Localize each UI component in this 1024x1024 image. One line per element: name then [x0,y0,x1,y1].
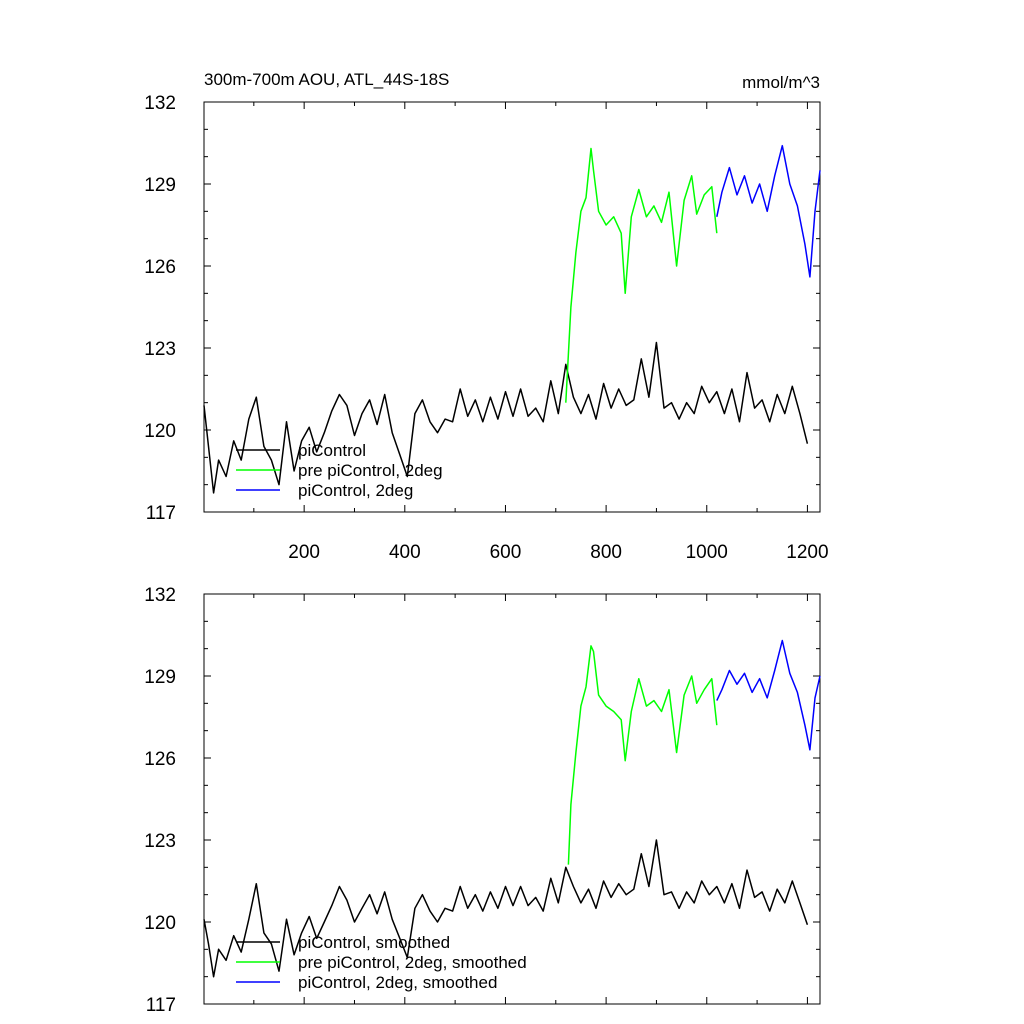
legend-label: piControl, smoothed [298,933,450,952]
plot-frame [203,593,821,1005]
y-tick-label: 120 [144,913,176,934]
y-tick-label: 123 [144,339,176,360]
x-tick-label: 400 [389,542,421,563]
y-tick-label: 120 [144,421,176,442]
x-tick-label: 200 [288,542,320,563]
legend-label: piControl [298,441,366,460]
series-line-1 [203,839,809,978]
y-tick-label: 132 [144,93,176,114]
legend-label: piControl, 2deg, smoothed [298,973,497,992]
x-tick-label: 1000 [686,542,728,563]
chart-title: 300m-700m AOU, ATL_44S-18S [204,70,449,89]
panel-bottom: 117 120 123 126 129 132 piControl, smoothedpre… [144,585,821,1016]
panel-top: 300m-700m AOU, ATL_44S-18S mmol/m^3 117 1… [144,70,828,563]
plot-frame [203,101,821,513]
legend-label: piControl, 2deg [298,481,413,500]
series-line-2 [565,147,718,403]
y-tick-label: 117 [146,995,176,1016]
legend-label: pre piControl, 2deg, smoothed [298,953,527,972]
series-line-1 [203,341,809,494]
y-tick-label: 129 [144,175,176,196]
x-tick-label: 600 [490,542,522,563]
units-label: mmol/m^3 [742,73,820,92]
y-tick-label: 132 [144,585,176,606]
y-tick-label: 126 [144,749,176,770]
y-tick-label: 129 [144,667,176,688]
series-line-2 [567,645,718,865]
y-tick-label: 117 [146,503,176,524]
y-tick-label: 126 [144,257,176,278]
legend-label: pre piControl, 2deg [298,461,443,480]
series-line-3 [716,144,821,278]
series-line-3 [716,639,821,751]
x-tick-label: 800 [590,542,622,563]
y-tick-label: 123 [144,831,176,852]
x-tick-label: 1200 [786,542,828,563]
